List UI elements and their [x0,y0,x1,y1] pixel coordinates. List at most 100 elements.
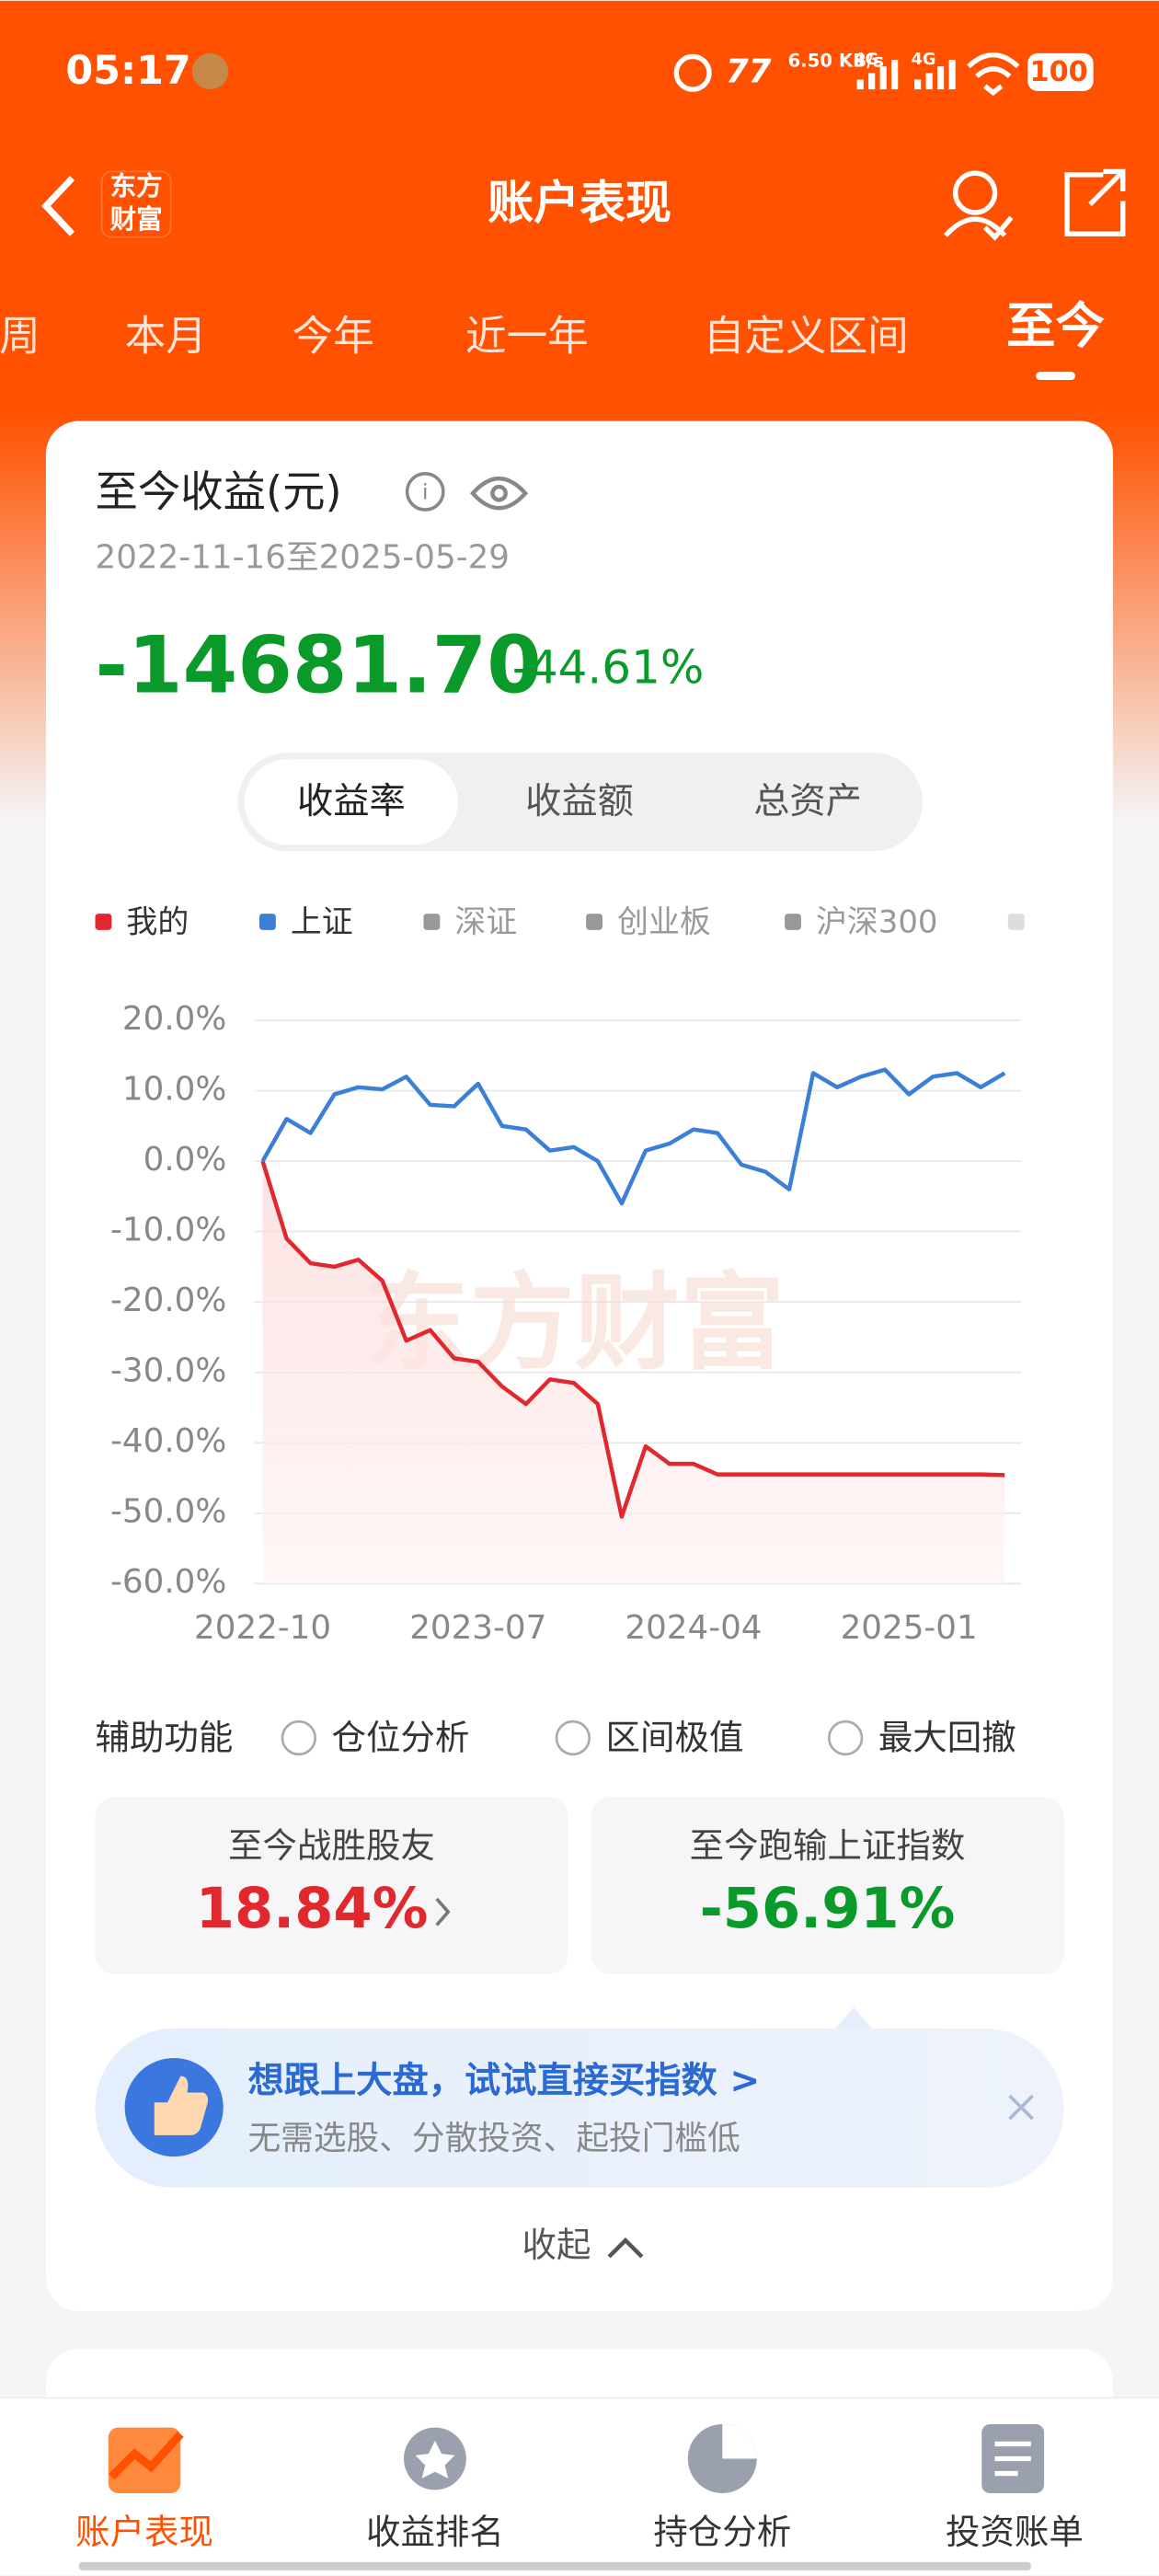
battery [1027,52,1094,91]
y-tick-label: 0.0% [143,1141,227,1179]
nav-icon [687,2424,757,2493]
aux-option[interactable]: 最大回撤 [878,1717,1016,1757]
legend-swatch [785,914,801,930]
y-tick-label: -20.0% [110,1282,226,1319]
legend-swatch [586,914,602,930]
nav-icon [404,2427,466,2490]
collapse[interactable]: 收起 [522,2225,591,2265]
aux-option[interactable]: 区间极值 [606,1717,744,1757]
tab[interactable]: 周 [0,312,40,360]
eye-icon[interactable] [470,477,529,511]
battery-level: 100 [1029,56,1087,88]
stats: 至今战胜股友 18.84% 至今跑输上证指数 -56.91% [95,1797,1064,1975]
segments: 收益率 收益额 总资产 [244,759,862,845]
nav-label[interactable]: 持仓分析 [653,2512,791,2552]
x-tick-label: 2023-07 [409,1609,546,1647]
y-tick-label: -30.0% [110,1352,226,1390]
tab-indicator [1036,372,1075,381]
stat-label: 至今跑输上证指数 [690,1825,966,1866]
info-icon[interactable] [405,472,445,512]
promo[interactable] [95,2028,1064,2189]
legend-label[interactable]: 上证 [291,903,353,939]
segment[interactable]: 收益率 [297,781,406,822]
y-tick-label: -50.0% [110,1493,226,1531]
area [262,1161,1005,1584]
date-range: 2022-11-16至2025-05-29 [96,539,511,577]
stat-box[interactable] [95,1797,568,1975]
promo-title: 想跟上大盘，试试直接买指数 > [247,2059,760,2101]
x-tick-label: 2024-04 [625,1609,762,1647]
tabs: 周 本月 今年 近一年 自定义区间 至今 [0,296,1106,381]
info-icon: i [422,480,428,505]
stat-value: -56.91% [700,1877,956,1941]
home-indicator [78,2561,1031,2570]
aux-option[interactable]: 仓位分析 [332,1717,470,1757]
tab[interactable]: 今年 [293,312,374,360]
radio[interactable] [555,1719,591,1756]
y-tick-label: -40.0% [110,1422,226,1460]
line [260,1160,1005,1519]
net-type: 4G [854,50,878,69]
collapse-icon [607,2237,644,2259]
pointer [833,2007,874,2030]
segment-active [244,759,458,845]
tab[interactable]: 近一年 [465,312,589,360]
logo [100,170,172,238]
x-tick-label: 2025-01 [841,1609,978,1647]
logo-text: 东方 [110,170,163,201]
nav-icon [108,2427,184,2493]
net-type: 4G [912,50,936,69]
amount: -14681.70 [96,619,542,711]
nav-icon [981,2424,1045,2493]
y-tick-label: -10.0% [110,1212,226,1249]
user-icon[interactable] [943,170,1014,241]
y-tick-label: 20.0% [122,1000,226,1038]
bottom-nav [0,2398,1159,2576]
radio[interactable] [281,1719,317,1756]
avatar-icon [191,52,229,90]
nav-label[interactable]: 账户表现 [75,2512,213,2552]
chevron [435,1897,451,1926]
stat-value: 18.84% [196,1877,429,1941]
tab[interactable]: 自定义区间 [704,312,909,360]
nav-items: 账户表现 收益排名 持仓分析 投资账单 [75,2512,1084,2552]
stat-box[interactable] [591,1797,1064,1975]
legend-label[interactable]: 深证 [454,903,517,939]
signal-icon [914,60,956,90]
line [260,1067,1006,1206]
legend-label[interactable]: 我的 [126,903,189,939]
tab[interactable]: 本月 [125,312,207,360]
aux-label: 辅助功能 [96,1717,234,1757]
wifi-icon [967,52,1020,97]
segment[interactable]: 总资产 [753,781,862,822]
aux-options: 仓位分析 区间极值 最大回撤 [281,1717,1016,1757]
page-title: 账户表现 [488,176,671,229]
chart: 我的 上证 深证 创业板 沪深300 20.0% 10.0% 0.0% -10.0% -20.0%… [95,903,1025,1647]
signal-icon [856,60,899,90]
legend-swatch [1007,914,1025,930]
card-title: 至今收益(元) [96,466,342,516]
y-tick-label: 10.0% [122,1071,226,1109]
promo-subtitle: 无需选股、分散投资、起投门槛低 [247,2120,740,2157]
back-button[interactable] [41,176,75,236]
legend-swatch [423,914,441,930]
legend-label[interactable]: 沪深300 [816,903,937,939]
close-button[interactable] [1008,2094,1034,2121]
stat-label: 至今战胜股友 [228,1825,435,1866]
percent: -44.61% [512,640,705,694]
legend-label[interactable]: 创业板 [617,903,711,939]
thumb-icon [154,2076,209,2135]
share-icon[interactable] [1064,168,1126,236]
status-time: 05:17 [65,48,190,94]
legend-swatch [95,914,112,930]
logo-text: 财富 [110,203,163,235]
tab[interactable]: 至今 [1006,296,1106,354]
nav-label[interactable]: 投资账单 [946,2512,1084,2552]
nav-label[interactable]: 收益排名 [366,2512,504,2552]
hd-icon: 77 [726,52,772,90]
x-tick-label: 2022-10 [194,1609,331,1647]
radio[interactable] [827,1719,864,1756]
segment[interactable]: 收益额 [525,781,634,822]
